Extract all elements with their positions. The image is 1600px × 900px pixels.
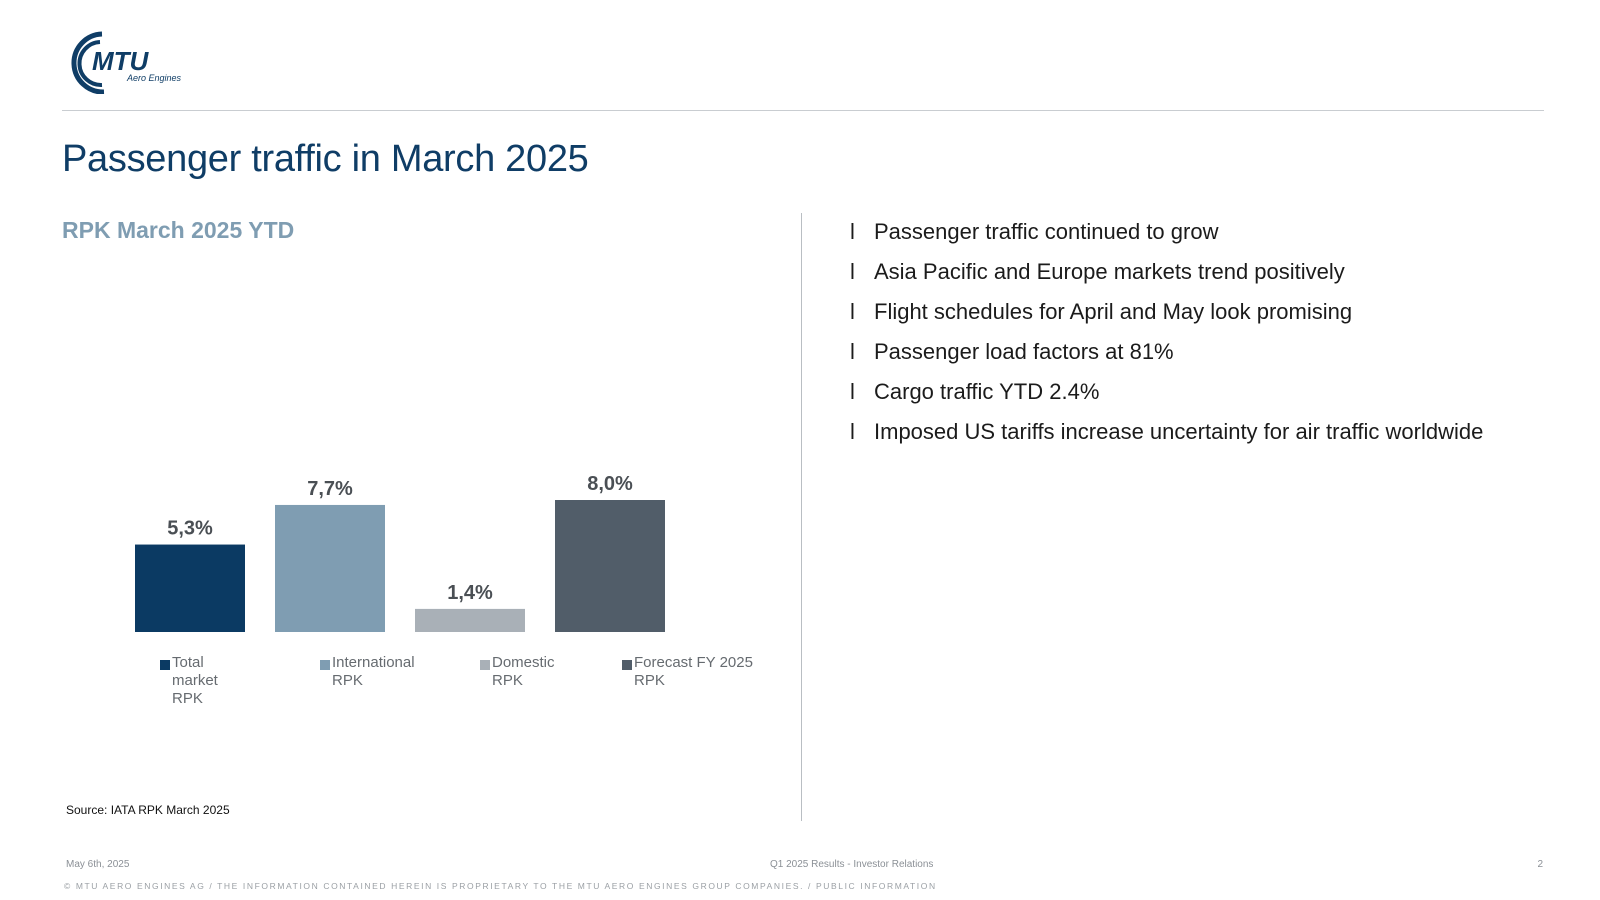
bullet-text: Passenger load factors at 81% (874, 339, 1174, 364)
legend-label-forecast: Forecast FY 2025 RPK (634, 654, 753, 689)
bullet-text: Passenger traffic continued to grow (874, 219, 1219, 244)
bullet-marker: l (850, 339, 855, 364)
footer-title: Q1 2025 Results - Investor Relations (770, 859, 934, 870)
legal-notice: © MTU AERO ENGINES AG / THE INFORMATION … (64, 881, 937, 891)
bar-domestic (415, 608, 525, 632)
chart-subtitle: RPK March 2025 YTD (62, 217, 295, 243)
bullet-list: l Passenger traffic continued to grow l As… (850, 216, 1483, 456)
bullet-text: Cargo traffic YTD 2.4% (874, 379, 1100, 404)
bullet-marker: l (850, 419, 855, 444)
legend-label-total: Total market RPK (172, 654, 218, 707)
data-label-forecast: 8,0% (587, 473, 633, 495)
bullet-item: l Flight schedules for April and May look… (850, 296, 1483, 336)
bullet-item: l Asia Pacific and Europe markets trend p… (850, 256, 1483, 296)
logo-text: MTU (92, 46, 150, 76)
bullet-text: Flight schedules for April and May look … (874, 299, 1353, 324)
legend-swatch-international (320, 660, 330, 670)
chart-source: Source: IATA RPK March 2025 (66, 803, 230, 817)
bar-total (135, 544, 245, 632)
footer-date: May 6th, 2025 (66, 859, 130, 870)
legend-label-domestic: Domestic RPK (492, 654, 555, 689)
bar-forecast (555, 500, 665, 632)
bullet-marker: l (850, 259, 855, 284)
chart-legend: Total market RPK International RPK Domes… (160, 654, 800, 707)
bullet-marker: l (850, 299, 855, 324)
bullet-text: Imposed US tariffs increase uncertainty … (874, 419, 1484, 444)
logo-subtext: Aero Engines (126, 73, 182, 83)
bullet-item: l Imposed US tariffs increase uncertainty… (850, 416, 1483, 456)
page-title: Passenger traffic in March 2025 (62, 138, 589, 180)
bullet-item: l Passenger load factors at 81% (850, 336, 1483, 376)
legend-swatch-total (160, 660, 170, 670)
data-label-domestic: 1,4% (447, 582, 493, 604)
legend-swatch-domestic (480, 660, 490, 670)
bullet-text: Asia Pacific and Europe markets trend po… (874, 259, 1345, 284)
bar-chart: 5,3% 7,7% 1,4% 8,0% (135, 473, 665, 632)
mtu-logo: MTU Aero Engines (64, 30, 194, 95)
legend-swatch-forecast (622, 660, 632, 670)
bar-international (275, 504, 385, 632)
data-label-total: 5,3% (167, 518, 213, 540)
page-number: 2 (1537, 859, 1543, 870)
column-divider (801, 213, 802, 821)
bullet-marker: l (850, 379, 855, 404)
legend-label-international: International RPK (332, 654, 415, 689)
data-label-international: 7,7% (307, 478, 353, 500)
bullet-marker: l (850, 219, 855, 244)
header-divider (62, 110, 1544, 111)
bullet-item: l Cargo traffic YTD 2.4% (850, 376, 1483, 416)
bullet-item: l Passenger traffic continued to grow (850, 216, 1483, 256)
